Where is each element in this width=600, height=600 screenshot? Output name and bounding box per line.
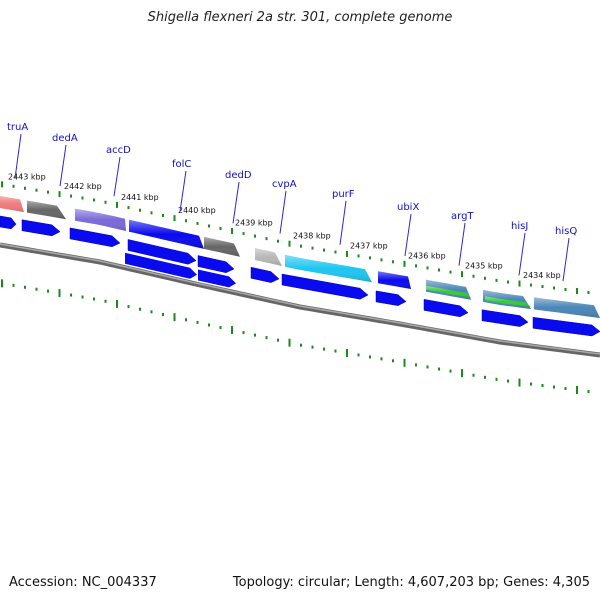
map-title: Shigella flexneri 2a str. 301, complete … (147, 10, 453, 25)
gene-label-leader (113, 156, 121, 197)
cds-arrow (69, 227, 121, 248)
feature-band-cds-gray-gloss (27, 200, 66, 220)
kbp-tick-label: 2437 kbp (350, 242, 388, 251)
cds-arrow (127, 239, 197, 265)
cds-arrow (375, 290, 407, 306)
gene-label-leader (404, 213, 412, 256)
kbp-tick-label: 2440 kbp (178, 206, 216, 215)
cds-arrow (197, 255, 235, 273)
cds-arrow (0, 215, 17, 230)
gene-label-leader (279, 190, 287, 234)
feature-band-green-gloss (426, 285, 471, 298)
kbp-tick-label: 2436 kbp (408, 251, 446, 260)
feature-band-green-gloss (485, 296, 531, 307)
kbp-tick-label: 2435 kbp (465, 262, 503, 271)
gene-label-leader (518, 232, 526, 276)
gene-label-ubix: ubiX (397, 202, 419, 213)
backbone-layer (0, 242, 600, 358)
feature-band-purple-gloss (75, 208, 126, 231)
kbp-tick-label: 2439 kbp (235, 219, 273, 228)
cds-arrow (198, 269, 236, 288)
feature-band-cyan-gloss (285, 254, 372, 283)
kbp-tick-label: 2434 kbp (523, 271, 561, 280)
gene-label-hisj: hisJ (511, 221, 528, 232)
kbp-tick-label: 2438 kbp (293, 232, 331, 241)
gene-label-leader (458, 222, 466, 266)
gene-label-deda: dedA (52, 133, 78, 144)
feature-band-cds-gloss (129, 219, 204, 249)
feature-band-cds-gray-gloss (204, 236, 240, 257)
gene-label-leader (232, 181, 240, 224)
features-layer (0, 196, 600, 337)
gene-label-leader (14, 133, 22, 179)
cds-arrow (423, 299, 469, 318)
gene-label-argt: argT (451, 211, 474, 222)
feature-band-steel-gloss (534, 297, 600, 318)
backbone-line (0, 242, 600, 358)
gene-label-dedd: dedD (225, 170, 252, 181)
genome-stats-text: Topology: circular; Length: 4,607,203 bp… (232, 575, 590, 590)
gene-label-trua: truA (7, 122, 28, 133)
gene-label-cvpa: cvpA (272, 179, 297, 190)
accession-text: Accession: NC_004337 (9, 575, 157, 590)
kbp-tick-label: 2442 kbp (64, 182, 102, 191)
gene-label-leader (59, 144, 67, 187)
cds-arrow (481, 309, 529, 327)
feature-band-red-gloss (0, 196, 24, 213)
gene-label-folc: folC (172, 159, 191, 170)
cds-arrow (281, 273, 369, 300)
feature-band-light-gray-gloss (255, 248, 282, 266)
cds-arrow (532, 317, 600, 337)
gene-label-leader (179, 170, 187, 212)
gene-label-accd: accD (106, 145, 131, 156)
gene-label-leader (339, 200, 347, 245)
backbone-highlight (0, 243, 600, 355)
feature-band-cds-gloss (378, 271, 411, 289)
labels-layer: 2443 kbp 2442 kbp 2441 kbp 2440 kbp 2439 kbp… (7, 122, 577, 282)
gene-label-leader (562, 237, 570, 282)
cds-arrow (250, 266, 280, 283)
gene-label-hisq: hisQ (555, 226, 577, 237)
kbp-tick-label: 2443 kbp (8, 172, 46, 181)
tick-marks-layer (1, 181, 590, 395)
cds-arrow (21, 219, 61, 237)
kbp-tick-label: 2441 kbp (121, 193, 159, 202)
cds-arrow (125, 252, 197, 279)
gene-label-purf: purF (332, 189, 355, 200)
